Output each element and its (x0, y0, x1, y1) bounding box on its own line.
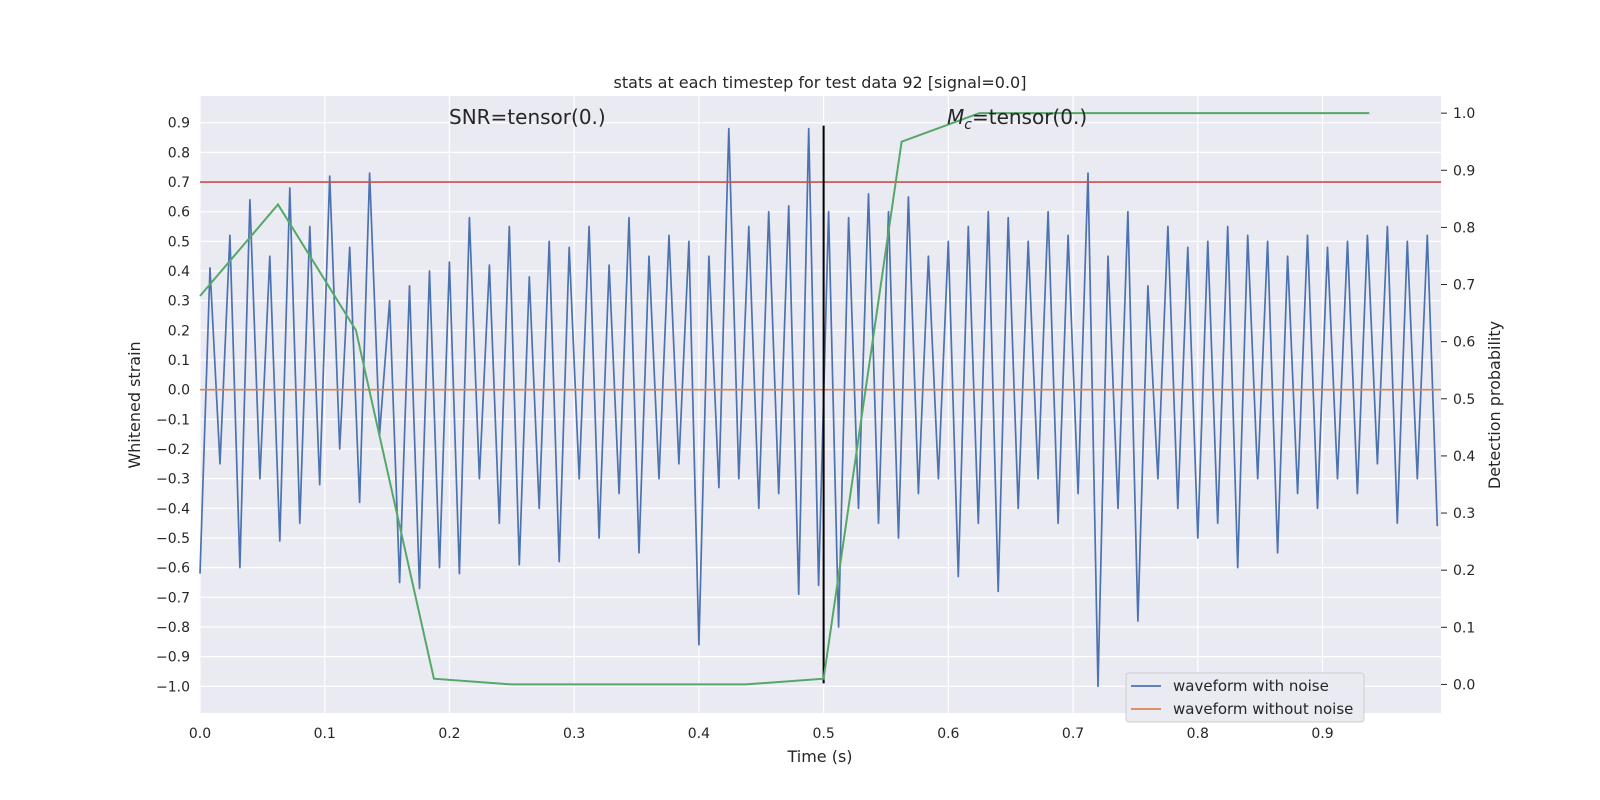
legend-label-clean: waveform without noise (1173, 700, 1353, 718)
right-tick-label: 0.3 (1453, 506, 1475, 522)
left-tick-labels: 0.9 0.8 0.7 0.6 0.5 0.4 0.3 0.2 0.1 0.0 −0.1 −0.2 −0… (156, 116, 190, 696)
right-tick-label: 0.0 (1453, 677, 1475, 693)
right-tick-label: 0.7 (1453, 278, 1475, 294)
right-tick-labels: 1.0 0.9 0.8 0.7 0.6 0.5 0.4 0.3 0.2 0.1 0.0 (1441, 106, 1475, 693)
plot-background (200, 96, 1441, 713)
y-tick-label: 0.5 (168, 234, 190, 250)
y-tick-label: 0.4 (168, 264, 190, 280)
x-tick-label: 0.5 (812, 726, 834, 742)
x-tick-label: 0.4 (688, 726, 710, 742)
x-tick-label: 0.7 (1062, 726, 1084, 742)
right-tick-label: 0.6 (1453, 335, 1475, 351)
right-tick-label: 0.1 (1453, 620, 1475, 636)
chirp-mass-value: =tensor(0.) (972, 105, 1087, 129)
x-tick-label: 0.2 (438, 726, 460, 742)
y-tick-label: −0.2 (156, 442, 190, 458)
x-tick-labels: 0.0 0.1 0.2 0.3 0.4 0.5 0.6 0.7 0.8 0.9 (189, 726, 1334, 742)
x-tick-label: 0.6 (937, 726, 959, 742)
chirp-mass-subscript: c (964, 117, 972, 133)
legend-label-noisy: waveform with noise (1173, 677, 1329, 695)
chirp-mass-symbol: M (947, 105, 964, 129)
right-y-axis-label: Detection probability (1485, 321, 1504, 489)
chirp-mass-annotation: Mc=tensor(0.) (947, 105, 1087, 133)
series-line-detection-probability (199, 112, 1370, 686)
right-tick-label: 0.9 (1453, 163, 1475, 179)
y-tick-label: −0.9 (156, 650, 190, 666)
y-tick-label: 0.7 (168, 175, 190, 191)
right-tick-label: 1.0 (1453, 106, 1475, 122)
legend: waveform with noise waveform without noi… (1125, 672, 1365, 723)
y-tick-label: 0.9 (168, 116, 190, 132)
x-tick-label: 0.9 (1311, 726, 1333, 742)
y-tick-label: 0.0 (168, 383, 190, 399)
y-tick-label: 0.1 (168, 353, 190, 369)
x-tick-label: 0.0 (189, 726, 211, 742)
y-axis-label: Whitened strain (125, 341, 144, 468)
y-tick-label: −0.8 (156, 620, 190, 636)
series-line-noisy-waveform (199, 127, 1439, 688)
x-axis-label: Time (s) (786, 747, 852, 766)
x-tick-label: 0.1 (314, 726, 336, 742)
right-tick-label: 0.4 (1453, 449, 1475, 465)
right-tick-label: 0.2 (1453, 563, 1475, 579)
x-tick-label: 0.3 (563, 726, 585, 742)
chart-title: stats at each timestep for test data 92 … (614, 73, 1027, 92)
y-tick-label: 0.2 (168, 323, 190, 339)
y-tick-label: 0.3 (168, 294, 190, 310)
y-tick-label: 0.8 (168, 145, 190, 161)
x-tick-label: 0.8 (1187, 726, 1209, 742)
plot-lines (199, 112, 1441, 688)
y-tick-label: −0.1 (156, 412, 190, 428)
y-tick-label: 0.6 (168, 205, 190, 221)
y-tick-label: −0.5 (156, 531, 190, 547)
snr-annotation: SNR=tensor(0.) (449, 105, 606, 129)
y-tick-label: −0.3 (156, 472, 190, 488)
y-tick-label: −0.6 (156, 561, 190, 577)
y-tick-label: −0.7 (156, 590, 190, 606)
legend-box (1125, 672, 1365, 723)
y-tick-label: −0.4 (156, 501, 190, 517)
right-tick-label: 0.8 (1453, 220, 1475, 236)
y-tick-label: −1.0 (156, 679, 190, 695)
right-tick-label: 0.5 (1453, 392, 1475, 408)
